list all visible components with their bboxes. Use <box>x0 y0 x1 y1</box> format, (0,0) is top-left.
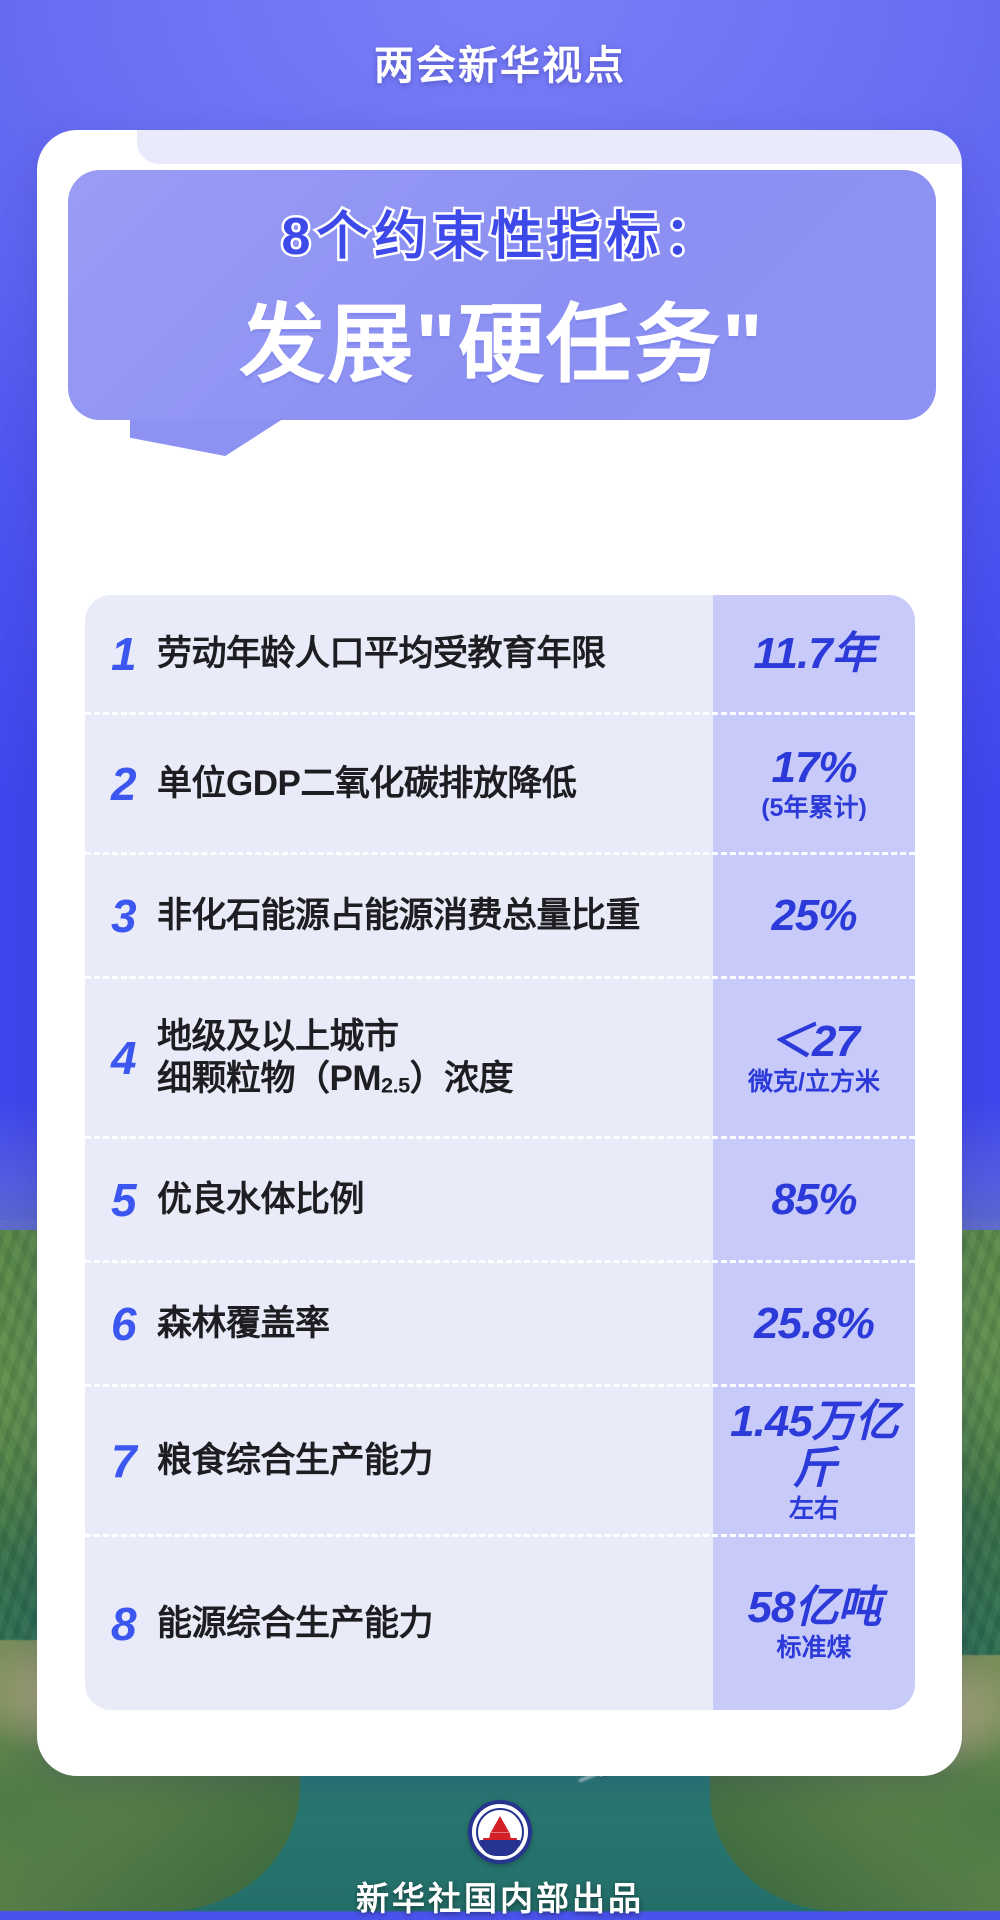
row-value-main: 1.45万亿斤 <box>730 1396 899 1494</box>
row-main: 7 粮食综合生产能力 <box>85 1438 713 1484</box>
table-row: 4 地级及以上城市 细颗粒物（PM2.5）浓度 ＜27 微克/立方米 <box>85 979 915 1139</box>
row-value: 85% <box>713 1176 915 1224</box>
row-value: 11.7年 <box>713 630 915 678</box>
footer: 新华社国内部出品 <box>0 1800 1000 1920</box>
row-number: 2 <box>111 757 137 810</box>
row-number: 5 <box>111 1173 137 1226</box>
row-main: 5 优良水体比例 <box>85 1177 713 1223</box>
row-number: 8 <box>111 1597 137 1650</box>
row-number: 7 <box>111 1434 137 1487</box>
row-main: 2 单位GDP二氧化碳排放降低 <box>85 761 713 807</box>
row-value: 25% <box>713 892 915 940</box>
table-row: 3 非化石能源占能源消费总量比重 25% <box>85 855 915 979</box>
table-row: 6 森林覆盖率 25.8% <box>85 1263 915 1387</box>
table-row: 2 单位GDP二氧化碳排放降低 17% (5年累计) <box>85 715 915 855</box>
row-number: 3 <box>111 889 137 942</box>
row-value-note: (5年累计) <box>761 793 867 822</box>
indicator-rows: 1 劳动年龄人口平均受教育年限 11.7年 2 单位GDP二氧化碳排放降低 17% (5年累… <box>85 595 915 1710</box>
row-main: 4 地级及以上城市 细颗粒物（PM2.5）浓度 <box>85 1016 713 1099</box>
row-label: 能源综合生产能力 <box>157 1603 434 1643</box>
row-number: 6 <box>111 1297 137 1350</box>
row-label: 劳动年龄人口平均受教育年限 <box>157 633 606 673</box>
row-value: ＜27 微克/立方米 <box>713 1018 915 1096</box>
row-value-main: ＜27 <box>769 1017 860 1067</box>
row-value-main: 25.8% <box>754 1298 875 1348</box>
row-label: 森林覆盖率 <box>157 1303 330 1343</box>
row-value-note: 微克/立方米 <box>748 1067 880 1096</box>
page-title: 两会新华视点 <box>374 44 626 88</box>
row-main: 6 森林覆盖率 <box>85 1301 713 1347</box>
indicator-list: 1 劳动年龄人口平均受教育年限 11.7年 2 单位GDP二氧化碳排放降低 17% (5年累… <box>85 595 915 1710</box>
row-main: 8 能源综合生产能力 <box>85 1601 713 1647</box>
row-label: 非化石能源占能源消费总量比重 <box>157 895 641 935</box>
row-value: 25.8% <box>713 1300 915 1348</box>
row-value-main: 85% <box>771 1174 857 1224</box>
table-row: 7 粮食综合生产能力 1.45万亿斤 左右 <box>85 1387 915 1537</box>
row-value: 58亿吨 标准煤 <box>713 1584 915 1662</box>
row-value-main: 25% <box>771 890 857 940</box>
title-bubble: 8个约束性指标： 发展"硬任务" <box>68 170 936 420</box>
card-top-tab <box>137 130 962 164</box>
row-number: 4 <box>111 1031 137 1084</box>
row-value-note: 标准煤 <box>776 1633 852 1662</box>
row-main: 1 劳动年龄人口平均受教育年限 <box>85 631 713 677</box>
table-row: 1 劳动年龄人口平均受教育年限 11.7年 <box>85 595 915 715</box>
row-number: 1 <box>111 627 137 680</box>
row-label: 单位GDP二氧化碳排放降低 <box>157 763 577 803</box>
row-main: 3 非化石能源占能源消费总量比重 <box>85 893 713 939</box>
row-value-main: 11.7年 <box>753 628 875 678</box>
row-label: 地级及以上城市 细颗粒物（PM2.5）浓度 <box>157 1017 514 1098</box>
row-label: 优良水体比例 <box>157 1179 365 1219</box>
xinhua-logo-arc <box>480 1839 520 1856</box>
table-row: 5 优良水体比例 85% <box>85 1139 915 1263</box>
title-line-1: 8个约束性指标： <box>279 206 723 269</box>
table-row: 8 能源综合生产能力 58亿吨 标准煤 <box>85 1537 915 1710</box>
row-label: 粮食综合生产能力 <box>157 1440 434 1480</box>
row-value-main: 58亿吨 <box>747 1583 882 1633</box>
xinhua-logo-icon <box>468 1800 532 1864</box>
title-line-2: 发展"硬任务" <box>239 297 765 393</box>
xinhua-logo-pagoda <box>491 1816 509 1833</box>
row-value-main: 17% <box>771 743 857 793</box>
value-column-background <box>713 595 915 1710</box>
row-value-note: 左右 <box>788 1494 839 1523</box>
footer-attribution: 新华社国内部出品 <box>356 1880 644 1917</box>
row-value: 17% (5年累计) <box>713 744 915 822</box>
row-value: 1.45万亿斤 左右 <box>713 1396 915 1524</box>
